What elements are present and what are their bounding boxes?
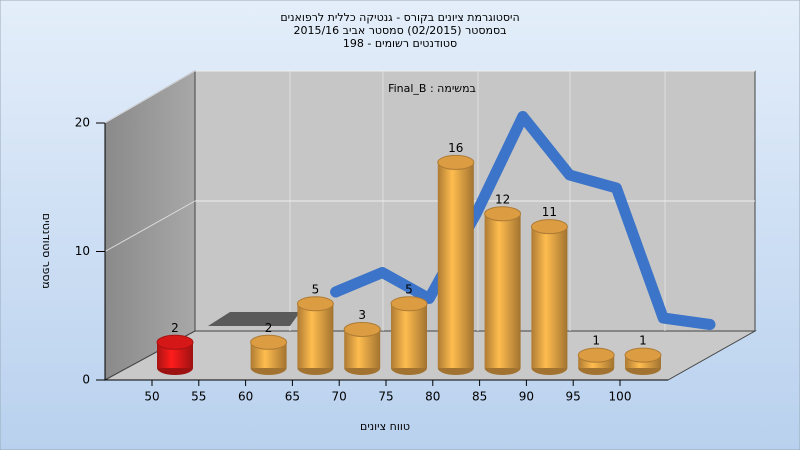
annotation: במשימה : Final_B [388, 82, 476, 95]
chart-title: היסטוגרמת ציונים בקורס - גנטיקה כללית לר… [280, 11, 519, 24]
bar-top [296, 296, 334, 312]
y-tick-label: 20 [75, 116, 90, 130]
x-tick-label: 85 [472, 390, 487, 404]
bar [437, 162, 474, 368]
x-tick-label: 80 [425, 390, 440, 404]
empty-slab [208, 312, 300, 326]
data-label: 1 [592, 334, 600, 348]
bar-top [624, 347, 662, 363]
bar [391, 303, 427, 368]
data-label: 11 [542, 205, 557, 219]
bar-top [530, 219, 568, 235]
bar-top [390, 296, 428, 312]
y-tick-label: 10 [75, 244, 90, 258]
bar [297, 303, 334, 368]
y-axis-label: מספר סטודנטים [40, 213, 53, 289]
bar [531, 226, 568, 368]
bar-top [484, 206, 522, 222]
x-tick-label: 90 [519, 390, 534, 404]
data-label: 12 [495, 192, 510, 206]
x-tick-label: 75 [378, 390, 393, 404]
bar-top [437, 154, 475, 170]
grid-line [104, 200, 196, 252]
bar [484, 213, 521, 368]
chart-subtitle: בסמסטר (02/2015) סמסטר אביב 2015/16 [293, 24, 506, 37]
data-label: 5 [405, 282, 413, 296]
y-tick-label: 0 [82, 373, 90, 387]
trend-ribbon [330, 111, 716, 330]
data-label: 1 [639, 334, 647, 348]
data-label: 2 [265, 321, 273, 335]
bar-top [577, 347, 615, 363]
data-label: 5 [312, 282, 320, 296]
grid-line [104, 70, 196, 124]
data-label: 16 [448, 141, 463, 155]
x-axis-label: טווח ציונים [360, 420, 410, 433]
x-tick-label: 55 [191, 390, 206, 404]
left-wall [104, 70, 196, 381]
x-tick-label: 60 [238, 390, 253, 404]
bar-top [343, 321, 381, 337]
data-label: 3 [358, 308, 366, 322]
x-tick-label: 65 [285, 390, 300, 404]
bar-top [250, 334, 288, 350]
data-label: 2 [171, 321, 179, 335]
bar-top [156, 334, 194, 350]
chart-subtitle: סטודנטים רשומים - 198 [343, 37, 457, 50]
x-tick-label: 70 [332, 390, 347, 404]
x-tick-label: 95 [566, 390, 581, 404]
x-tick-label: 50 [144, 390, 159, 404]
x-tick-label: 100 [609, 390, 632, 404]
